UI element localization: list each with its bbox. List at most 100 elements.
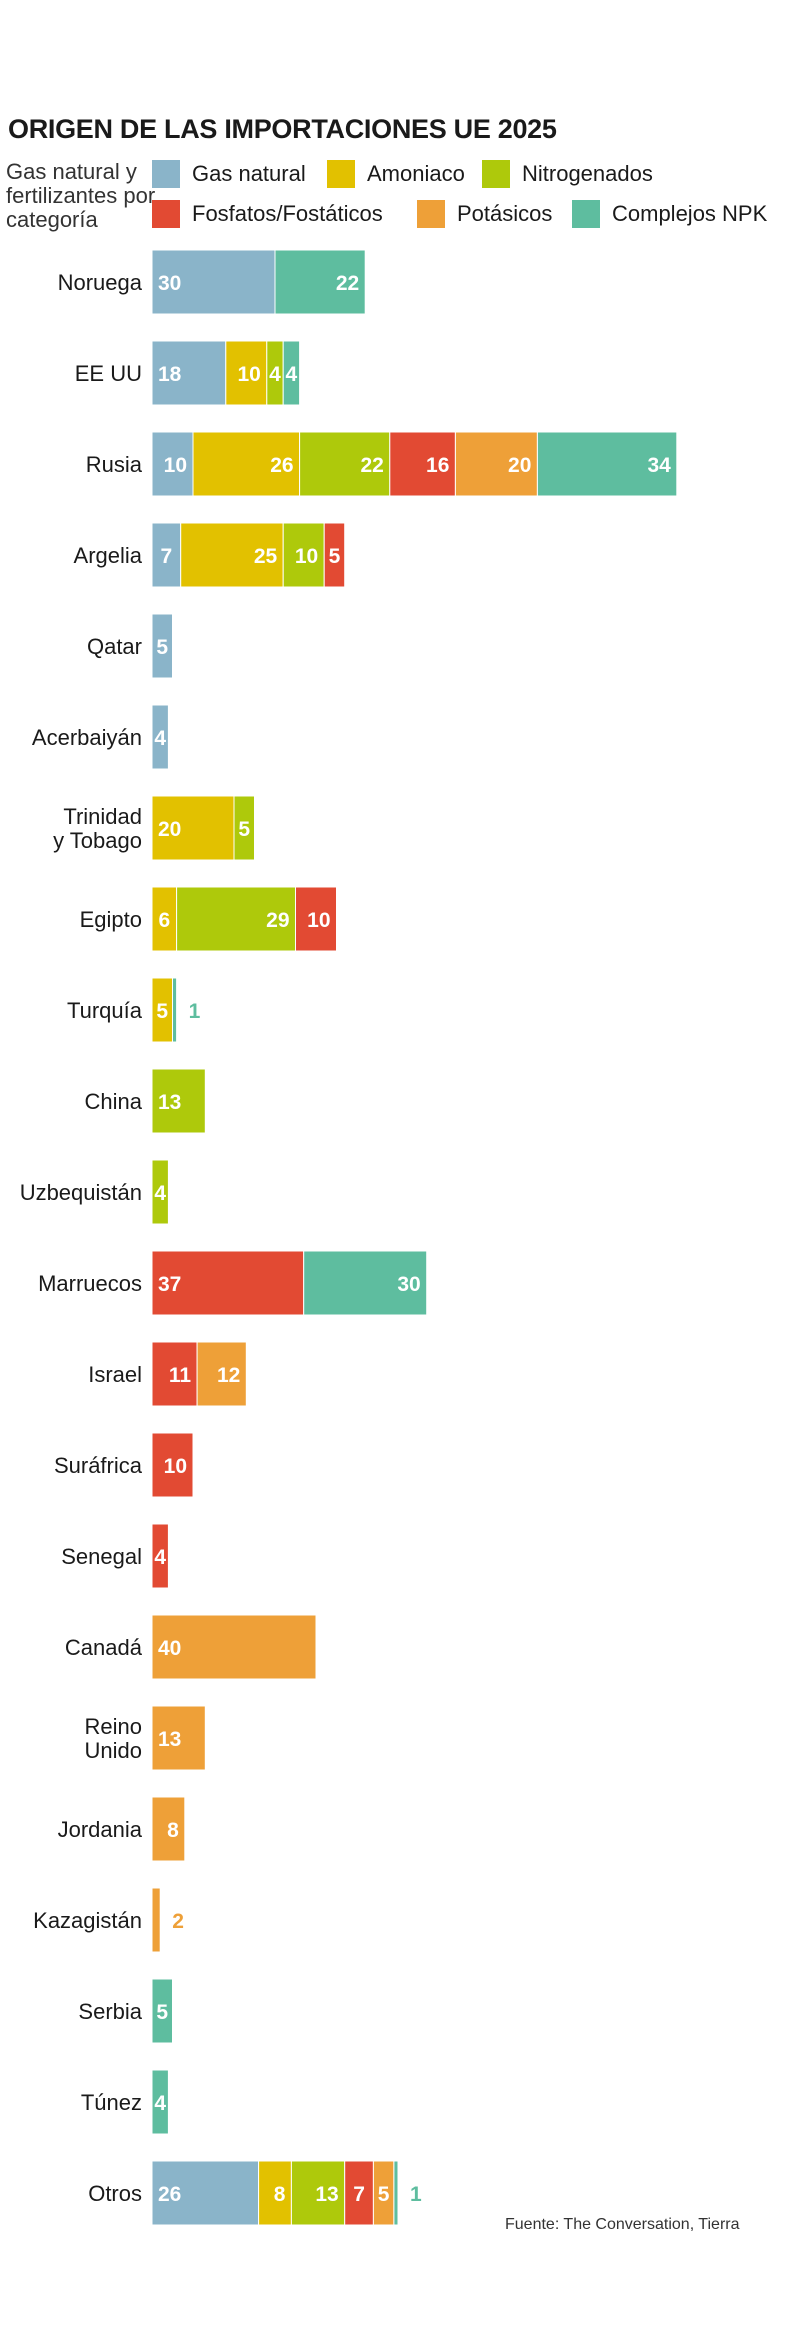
legend-label: Fosfatos/Fostáticos <box>192 201 383 226</box>
bar-segment <box>151 2069 169 2135</box>
bar-segment <box>389 431 456 497</box>
value-label: 40 <box>158 1637 181 1660</box>
category-label: Otros <box>88 2181 142 2206</box>
legend-label: Amoniaco <box>367 161 465 186</box>
bar-segment <box>151 1978 173 2044</box>
value-label: 10 <box>237 363 260 386</box>
bar-segment <box>151 1887 161 1953</box>
value-label: 22 <box>336 272 359 295</box>
category-label: Serbia <box>78 1999 142 2024</box>
value-label: 10 <box>295 545 318 568</box>
category-label: Uzbequistán <box>20 1180 142 1205</box>
category-label: Acerbaiyán <box>32 725 142 750</box>
bar-segment <box>151 1341 198 1407</box>
category-label: Kazagistán <box>33 1908 142 1933</box>
source-note: Fuente: The Conversation, Tierra <box>505 2216 740 2233</box>
legend-label: Complejos NPK <box>612 201 768 226</box>
bar-segment <box>180 522 284 588</box>
legend: Gas natural Amoniaco Nitrogenados Fosfatos/… <box>152 160 792 244</box>
value-label: 5 <box>329 545 341 568</box>
legend-swatch <box>482 160 510 188</box>
bar-segment <box>274 249 366 315</box>
bar-segment <box>151 522 182 588</box>
bar-segment <box>151 795 235 861</box>
legend-swatch <box>572 200 600 228</box>
value-label: 4 <box>286 363 298 386</box>
legend-swatch <box>152 200 180 228</box>
legend-label: Nitrogenados <box>522 161 653 186</box>
category-label: Jordania <box>58 1817 143 1842</box>
value-label: 4 <box>154 2092 166 2115</box>
value-label: 20 <box>158 818 181 841</box>
bar-segment <box>151 1614 317 1680</box>
bar-segment <box>282 340 301 406</box>
legend-item: Fosfatos/Fostáticos <box>152 200 383 228</box>
value-label: 13 <box>158 1728 181 1751</box>
category-label: Qatar <box>87 634 142 659</box>
bar-segment <box>151 1432 194 1498</box>
value-label: 34 <box>647 454 671 477</box>
bar-row: Túnez 4 <box>81 2069 169 2135</box>
value-label: 2 <box>172 1910 184 1933</box>
bar-row: China 13 <box>85 1068 206 1134</box>
category-label: Reino Unido <box>85 1714 142 1763</box>
bar-segment <box>176 886 297 952</box>
bar-row: Acerbaiyán 4 <box>32 704 169 770</box>
bar-row: Noruega 30 22 <box>58 249 366 315</box>
bar-row: Senegal 4 <box>61 1523 169 1589</box>
bar-segment <box>303 1250 428 1316</box>
category-label: China <box>85 1089 143 1114</box>
value-label: 29 <box>266 909 289 932</box>
legend-item: Gas natural <box>152 160 306 188</box>
bar-segment <box>172 977 178 1043</box>
value-label: 16 <box>426 454 449 477</box>
legend-swatch <box>152 160 180 188</box>
bar-segment <box>323 522 346 588</box>
value-label: 26 <box>270 454 293 477</box>
legend-swatch <box>327 160 355 188</box>
value-label: 8 <box>167 1819 179 1842</box>
bar-segment <box>151 1068 206 1134</box>
category-label: Trinidad y Tobago <box>53 804 142 853</box>
value-label: 1 <box>189 1000 201 1023</box>
value-label: 12 <box>217 1364 240 1387</box>
value-label: 5 <box>378 2183 390 2206</box>
bar-row: Israel 11 12 <box>88 1341 247 1407</box>
value-label: 25 <box>254 545 278 568</box>
value-label: 5 <box>156 1000 168 1023</box>
category-label: Suráfrica <box>54 1453 143 1478</box>
bar-row: Jordania 8 <box>58 1796 186 1862</box>
bar-row: Turquía 5 1 <box>67 977 201 1043</box>
legend-item: Amoniaco <box>327 160 465 188</box>
bar-row: Canadá 40 <box>65 1614 317 1680</box>
legend-swatch <box>417 200 445 228</box>
value-label: 10 <box>164 1455 187 1478</box>
bar-segment <box>151 431 194 497</box>
bar-segment <box>151 1250 305 1316</box>
bar-segment <box>192 431 301 497</box>
category-label: Túnez <box>81 2090 142 2115</box>
value-label: 4 <box>154 1182 166 1205</box>
value-label: 30 <box>397 1273 420 1296</box>
bar-segment <box>233 795 255 861</box>
bar-segment <box>151 1705 206 1771</box>
bar-segment <box>290 2160 346 2226</box>
legend-label: Gas natural <box>192 161 306 186</box>
value-label: 37 <box>158 1273 181 1296</box>
value-label: 10 <box>307 909 330 932</box>
category-label: EE UU <box>75 361 142 386</box>
bar-row: Argelia 7 25 10 5 <box>74 522 346 588</box>
bar-row: Trinidad y Tobago 20 5 <box>53 795 255 861</box>
value-label: 22 <box>360 454 383 477</box>
category-label: Turquía <box>67 998 143 1023</box>
bar-segment <box>258 2160 292 2226</box>
value-label: 8 <box>274 2183 286 2206</box>
value-label: 18 <box>158 363 182 386</box>
value-label: 5 <box>156 2001 168 2024</box>
bar-segment <box>295 886 337 952</box>
bar-segment <box>536 431 678 497</box>
value-label: 5 <box>238 818 250 841</box>
category-label: Marruecos <box>38 1271 142 1296</box>
bar-row: Suráfrica 10 <box>54 1432 194 1498</box>
